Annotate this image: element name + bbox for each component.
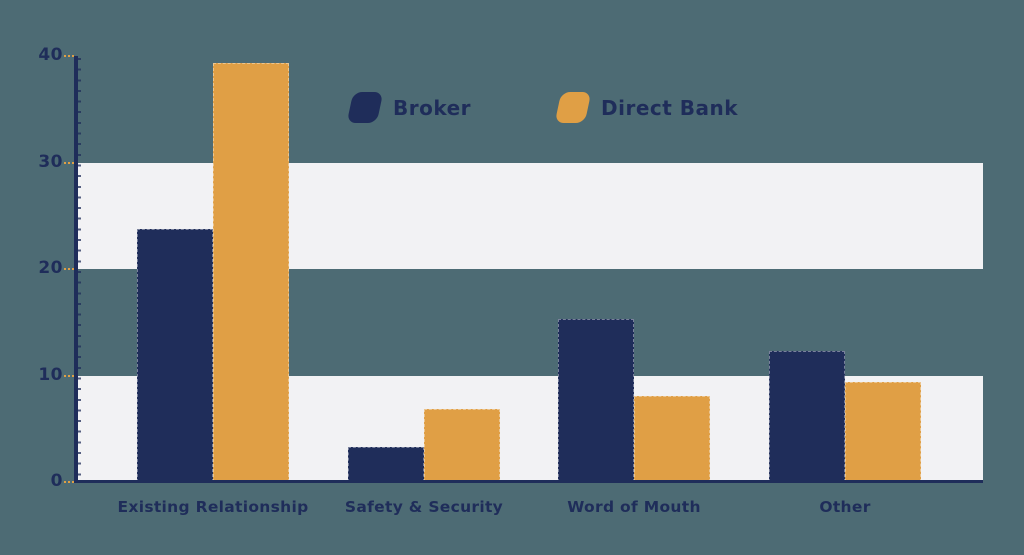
y-tick-20 xyxy=(64,268,75,270)
bar-broker-safety-security xyxy=(348,446,424,482)
y-axis-minor-ticks xyxy=(78,58,81,482)
bar-broker-word-of-mouth xyxy=(558,319,634,482)
y-tick-40 xyxy=(64,55,75,57)
y-tick-10 xyxy=(64,374,75,377)
x-axis-line xyxy=(74,480,983,483)
bar-broker-existing-relationship xyxy=(137,228,213,482)
x-axis-label-existing-relationship: Existing Relationship xyxy=(117,498,309,516)
y-axis-label-0: 0 xyxy=(50,471,63,491)
x-axis-label-safety-security: Safety & Security xyxy=(344,498,504,516)
legend-item-broker: Broker xyxy=(346,91,472,124)
x-axis-label-word-of-mouth: Word of Mouth xyxy=(567,498,701,516)
y-axis-label-30: 30 xyxy=(38,151,63,172)
bar-direct-bank-word-of-mouth xyxy=(634,395,710,482)
bar-direct-bank-existing-relationship xyxy=(213,63,289,482)
y-tick-0 xyxy=(64,481,75,483)
legend-item-direct-bank: Direct Bank xyxy=(554,91,739,124)
bar-direct-bank-safety-security xyxy=(424,408,500,482)
legend-label-broker: Broker xyxy=(393,95,472,120)
bar-direct-bank-other xyxy=(845,381,921,482)
y-axis-line xyxy=(74,56,78,483)
bar-broker-other xyxy=(769,351,845,482)
y-axis-label-40: 40 xyxy=(38,45,63,65)
y-axis-label-10: 10 xyxy=(38,364,63,385)
x-axis-label-other: Other xyxy=(819,498,871,516)
legend-label-direct-bank: Direct Bank xyxy=(601,95,739,120)
y-axis-label-20: 20 xyxy=(38,258,63,278)
plot-area xyxy=(64,55,983,483)
y-tick-30 xyxy=(64,161,75,164)
